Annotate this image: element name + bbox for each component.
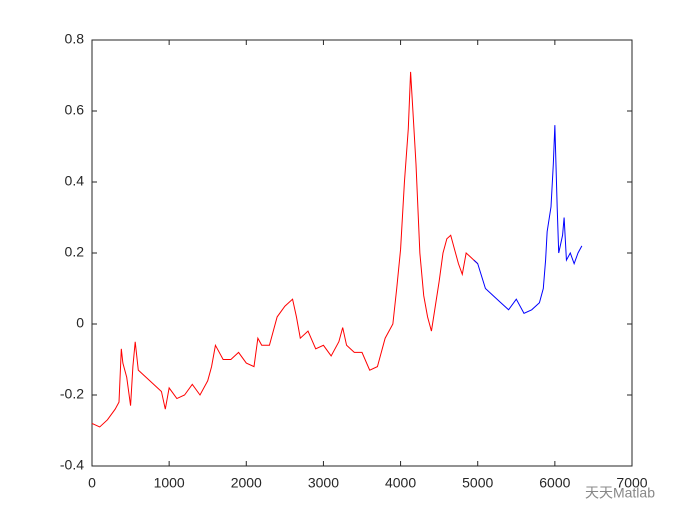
x-tick-label: 5000 <box>462 475 493 491</box>
watermark: 天天Matlab <box>585 485 655 501</box>
y-tick-label: 0.4 <box>65 173 85 189</box>
y-tick-label: 0.2 <box>65 244 85 260</box>
x-tick-label: 2000 <box>231 475 262 491</box>
x-tick-label: 1000 <box>154 475 185 491</box>
x-tick-label: 0 <box>88 475 96 491</box>
x-tick-label: 7000 <box>616 475 647 491</box>
x-tick-label: 3000 <box>308 475 339 491</box>
axes-box <box>91 39 633 467</box>
y-tick-label: 0.6 <box>65 102 85 118</box>
x-tick-label: 6000 <box>539 475 570 491</box>
y-tick-label: -0.4 <box>60 457 84 473</box>
x-tick-label: 4000 <box>385 475 416 491</box>
y-tick-label: -0.2 <box>60 386 84 402</box>
y-tick-label: 0.8 <box>65 31 85 47</box>
data-line <box>91 71 479 428</box>
data-line <box>473 125 583 314</box>
y-tick-label: 0 <box>76 315 84 331</box>
